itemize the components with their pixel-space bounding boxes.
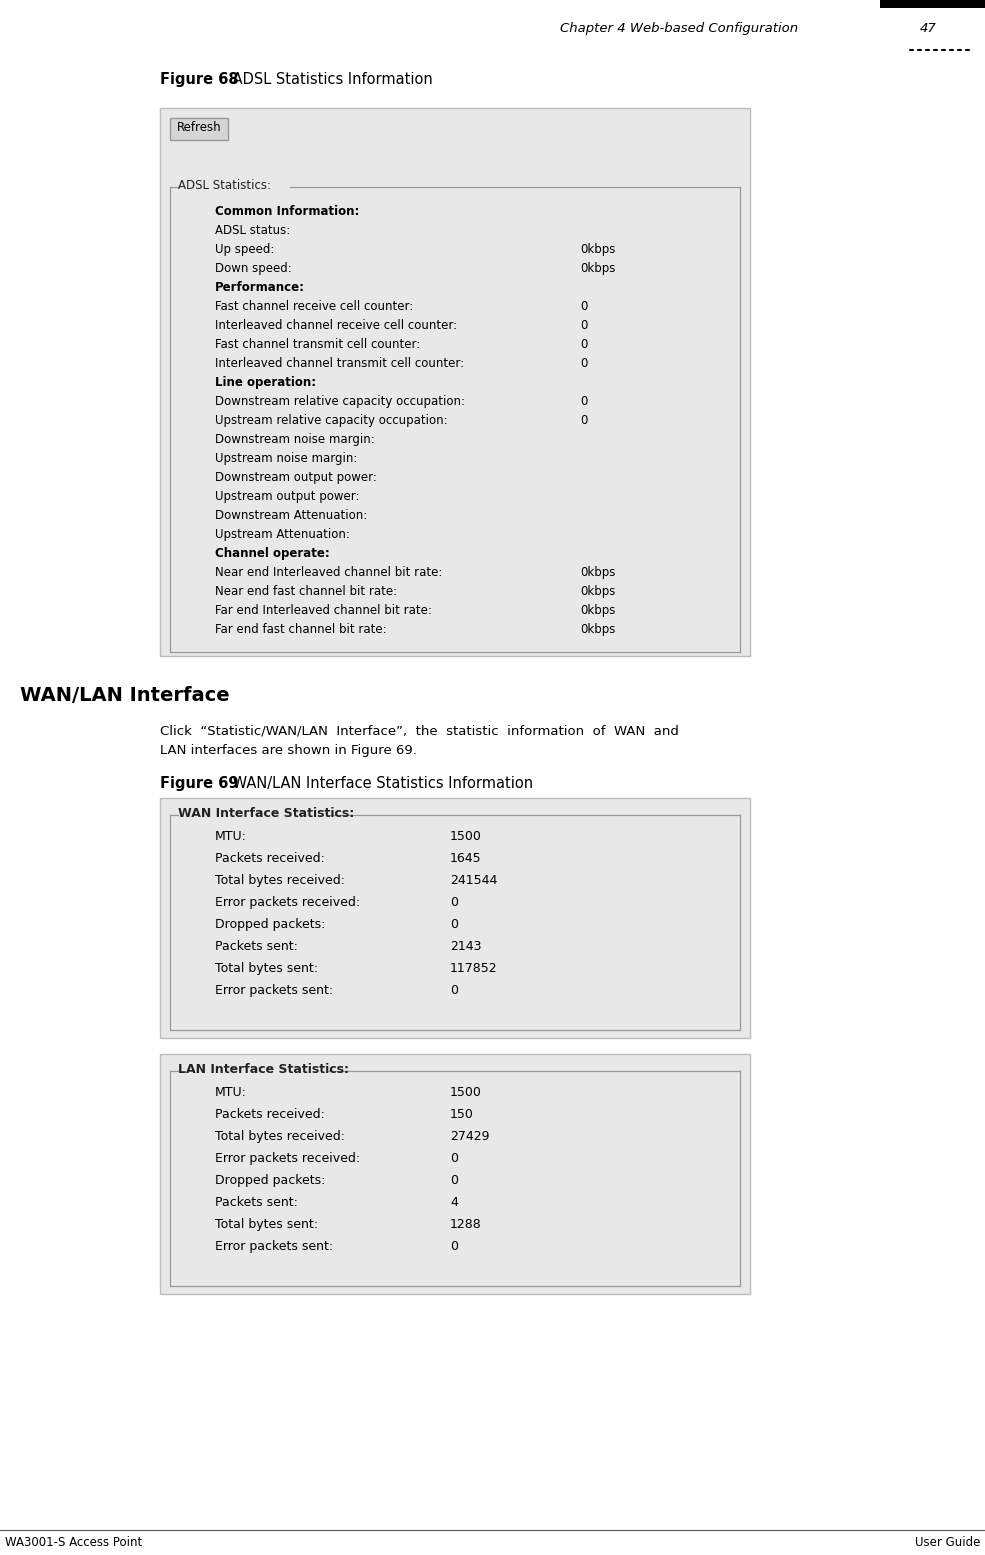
Text: Fast channel receive cell counter:: Fast channel receive cell counter: xyxy=(215,300,414,313)
Text: Error packets received:: Error packets received: xyxy=(215,1152,361,1165)
Text: WA3001-S Access Point: WA3001-S Access Point xyxy=(5,1536,142,1549)
Text: Up speed:: Up speed: xyxy=(215,243,275,257)
Text: ADSL Statistics:: ADSL Statistics: xyxy=(178,179,271,191)
Text: Downstream output power:: Downstream output power: xyxy=(215,471,377,484)
Bar xyxy=(880,0,985,8)
Text: Downstream relative capacity occupation:: Downstream relative capacity occupation: xyxy=(215,395,465,407)
Text: 0kbps: 0kbps xyxy=(580,566,616,578)
Text: 0: 0 xyxy=(450,1239,458,1253)
Text: 0: 0 xyxy=(580,358,587,370)
Text: 0kbps: 0kbps xyxy=(580,261,616,275)
Text: Figure 68: Figure 68 xyxy=(160,72,238,87)
Text: Refresh: Refresh xyxy=(176,121,222,134)
Text: Interleaved channel transmit cell counter:: Interleaved channel transmit cell counte… xyxy=(215,358,464,370)
Text: 1645: 1645 xyxy=(450,852,482,865)
Bar xyxy=(160,1054,750,1294)
Text: Error packets sent:: Error packets sent: xyxy=(215,984,333,997)
Text: 0: 0 xyxy=(580,319,587,333)
Text: LAN Interface Statistics:: LAN Interface Statistics: xyxy=(178,1064,349,1076)
Text: 0: 0 xyxy=(580,414,587,428)
Text: Interleaved channel receive cell counter:: Interleaved channel receive cell counter… xyxy=(215,319,457,333)
Text: Channel operate:: Channel operate: xyxy=(215,547,330,560)
Text: LAN interfaces are shown in Figure 69.: LAN interfaces are shown in Figure 69. xyxy=(160,743,417,757)
Text: Near end Interleaved channel bit rate:: Near end Interleaved channel bit rate: xyxy=(215,566,442,578)
Text: 0: 0 xyxy=(580,300,587,313)
Text: Error packets sent:: Error packets sent: xyxy=(215,1239,333,1253)
Text: Figure 69: Figure 69 xyxy=(160,776,238,791)
Text: 27429: 27429 xyxy=(450,1130,490,1143)
Text: Click  “Statistic/WAN/LAN  Interface”,  the  statistic  information  of  WAN  an: Click “Statistic/WAN/LAN Interface”, the… xyxy=(160,725,679,737)
Text: Packets received:: Packets received: xyxy=(215,1109,325,1121)
Text: WAN Interface Statistics:: WAN Interface Statistics: xyxy=(178,807,355,819)
Text: 47: 47 xyxy=(920,22,937,36)
Text: Packets sent:: Packets sent: xyxy=(215,1196,297,1208)
Text: Packets sent:: Packets sent: xyxy=(215,941,297,953)
Text: 1500: 1500 xyxy=(450,830,482,843)
Text: 0kbps: 0kbps xyxy=(580,603,616,617)
Text: WAN/LAN Interface Statistics Information: WAN/LAN Interface Statistics Information xyxy=(228,776,533,791)
Text: Common Information:: Common Information: xyxy=(215,205,360,218)
Text: WAN/LAN Interface: WAN/LAN Interface xyxy=(20,686,230,704)
Text: Total bytes sent:: Total bytes sent: xyxy=(215,1218,318,1232)
Text: 0kbps: 0kbps xyxy=(580,624,616,636)
Text: 0: 0 xyxy=(450,1152,458,1165)
Text: Chapter 4 Web-based Configuration: Chapter 4 Web-based Configuration xyxy=(560,22,798,36)
Text: 0: 0 xyxy=(450,1174,458,1186)
Text: Upstream relative capacity occupation:: Upstream relative capacity occupation: xyxy=(215,414,447,428)
Text: 0: 0 xyxy=(450,896,458,910)
Text: 2143: 2143 xyxy=(450,941,482,953)
Text: Down speed:: Down speed: xyxy=(215,261,292,275)
Text: 0: 0 xyxy=(450,984,458,997)
Text: 241544: 241544 xyxy=(450,874,497,886)
Text: 150: 150 xyxy=(450,1109,474,1121)
Text: Fast channel transmit cell counter:: Fast channel transmit cell counter: xyxy=(215,337,421,351)
Text: Upstream Attenuation:: Upstream Attenuation: xyxy=(215,529,350,541)
Text: Downstream noise margin:: Downstream noise margin: xyxy=(215,432,374,446)
Text: 1288: 1288 xyxy=(450,1218,482,1232)
Text: ADSL status:: ADSL status: xyxy=(215,224,291,236)
Text: Far end fast channel bit rate:: Far end fast channel bit rate: xyxy=(215,624,387,636)
Text: 0: 0 xyxy=(580,395,587,407)
Text: Packets received:: Packets received: xyxy=(215,852,325,865)
Text: Upstream noise margin:: Upstream noise margin: xyxy=(215,453,358,465)
Text: 0: 0 xyxy=(580,337,587,351)
Bar xyxy=(160,798,750,1039)
Text: Total bytes received:: Total bytes received: xyxy=(215,1130,345,1143)
Text: Far end Interleaved channel bit rate:: Far end Interleaved channel bit rate: xyxy=(215,603,431,617)
Text: Line operation:: Line operation: xyxy=(215,376,316,389)
Text: ADSL Statistics Information: ADSL Statistics Information xyxy=(228,72,432,87)
Text: MTU:: MTU: xyxy=(215,1085,247,1099)
Text: Upstream output power:: Upstream output power: xyxy=(215,490,360,502)
Text: Performance:: Performance: xyxy=(215,281,305,294)
Text: Dropped packets:: Dropped packets: xyxy=(215,1174,325,1186)
Text: Error packets received:: Error packets received: xyxy=(215,896,361,910)
Text: 117852: 117852 xyxy=(450,963,497,975)
Text: Near end fast channel bit rate:: Near end fast channel bit rate: xyxy=(215,585,397,599)
Text: 0: 0 xyxy=(450,917,458,931)
Text: User Guide: User Guide xyxy=(915,1536,980,1549)
Text: Dropped packets:: Dropped packets: xyxy=(215,917,325,931)
Text: 4: 4 xyxy=(450,1196,458,1208)
Text: 1500: 1500 xyxy=(450,1085,482,1099)
Text: 0kbps: 0kbps xyxy=(580,585,616,599)
Text: MTU:: MTU: xyxy=(215,830,247,843)
Text: Total bytes received:: Total bytes received: xyxy=(215,874,345,886)
FancyBboxPatch shape xyxy=(170,118,228,140)
Text: Downstream Attenuation:: Downstream Attenuation: xyxy=(215,508,367,522)
Bar xyxy=(160,107,750,656)
Text: Total bytes sent:: Total bytes sent: xyxy=(215,963,318,975)
Text: 0kbps: 0kbps xyxy=(580,243,616,257)
